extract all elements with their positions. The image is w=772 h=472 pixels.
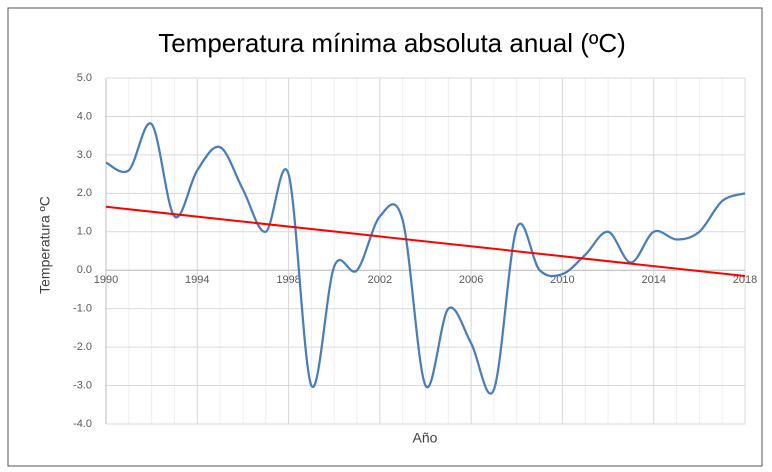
x-axis-label: Año (413, 430, 438, 446)
x-tick-label: 2014 (641, 274, 665, 286)
x-tick-label: 2018 (733, 274, 757, 286)
x-tick-label: 2010 (550, 274, 574, 286)
y-tick-label: 4.0 (77, 110, 92, 122)
y-tick-label: 0.0 (77, 264, 92, 276)
y-tick-label: 2.0 (77, 187, 92, 199)
y-tick-label: -3.0 (73, 379, 92, 391)
y-tick-label: -1.0 (73, 303, 92, 315)
data-line (105, 122, 746, 395)
trend-line (105, 205, 746, 277)
y-tick-label: 1.0 (77, 226, 92, 238)
x-tick-label: 1994 (185, 274, 209, 286)
y-tick-label: 3.0 (77, 149, 92, 161)
y-tick-label: -2.0 (73, 341, 92, 353)
chart-title: Temperatura mínima absoluta anual (ºC) (158, 28, 626, 58)
x-tick-label: 1998 (276, 274, 300, 286)
y-axis-label: Temperatura ºC (37, 196, 53, 294)
y-tick-label: -4.0 (73, 418, 92, 430)
x-tick-label: 2006 (459, 274, 483, 286)
y-tick-label: 5.0 (77, 72, 92, 84)
x-tick-label: 2002 (368, 274, 392, 286)
